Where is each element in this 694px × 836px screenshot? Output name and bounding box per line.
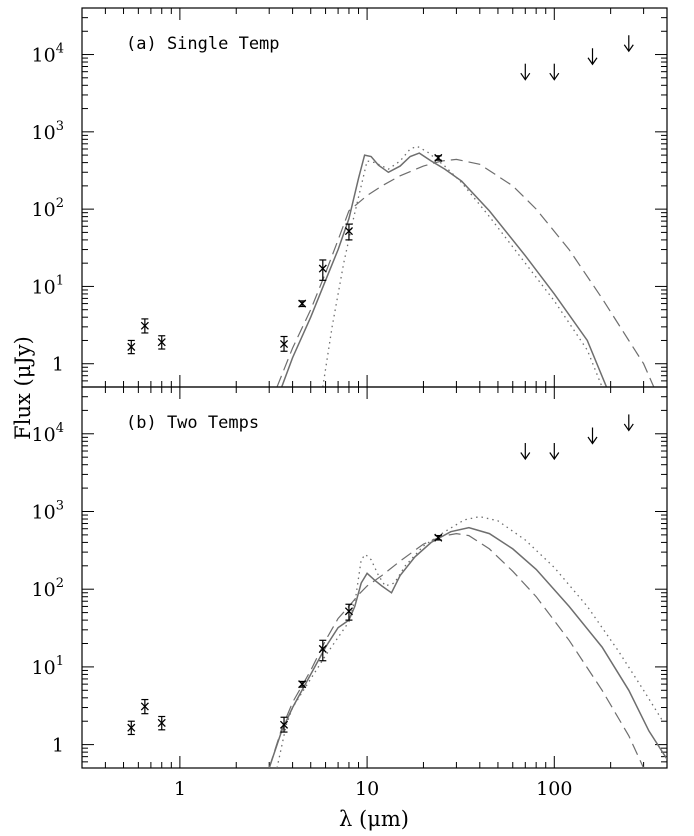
y-tick-label: 103 — [32, 498, 64, 523]
y-tick-label: 102 — [32, 576, 64, 601]
x-axis-label: λ (μm) — [339, 807, 409, 831]
data-point — [127, 339, 136, 355]
y-tick-label: 102 — [32, 196, 64, 221]
upper-limit-arrow — [549, 443, 560, 461]
y-tick-label: 1 — [52, 354, 64, 376]
point-marker — [298, 680, 307, 689]
y-tick-label: 104 — [32, 42, 64, 67]
point-marker — [434, 533, 443, 542]
data-point — [279, 716, 289, 733]
data-point — [344, 223, 354, 241]
data-point — [157, 715, 166, 731]
model-curve-solid — [280, 152, 608, 387]
point-marker — [127, 723, 136, 732]
y-tick-label: 1 — [52, 735, 64, 757]
data-point — [279, 335, 289, 352]
data-point — [127, 720, 136, 736]
plot-frame — [81, 386, 668, 769]
y-tick-label: 101 — [32, 654, 64, 679]
point-marker — [140, 702, 149, 711]
arrow-head — [587, 57, 598, 66]
model-curve-dotted — [322, 145, 603, 387]
upper-limit-arrow — [587, 427, 598, 445]
data-point — [298, 680, 307, 689]
x-tick-label: 100 — [536, 778, 572, 800]
arrow-head — [549, 452, 560, 461]
arrow-head — [587, 436, 598, 445]
model-curve-solid — [268, 526, 667, 768]
point-marker — [344, 607, 354, 616]
upper-limit-arrow — [520, 63, 531, 81]
data-point — [434, 153, 443, 162]
arrow-head — [623, 44, 634, 53]
upper-limit-arrow — [623, 35, 634, 53]
upper-limit-arrow — [549, 63, 560, 81]
y-tick-label: 103 — [32, 119, 64, 144]
data-point — [140, 698, 149, 715]
y-axis-label: Flux (μJy) — [11, 336, 35, 440]
model-curve-dashed — [276, 158, 655, 387]
data-point — [344, 603, 354, 621]
point-marker — [434, 153, 443, 162]
point-marker — [298, 299, 307, 308]
point-marker — [127, 342, 136, 351]
arrow-head — [549, 72, 560, 81]
point-marker — [318, 644, 327, 654]
arrow-head — [520, 72, 531, 81]
data-point — [318, 639, 327, 662]
panel-a: 1 101 102 103 104 (a) Single Temp — [32, 7, 668, 388]
data-point — [140, 318, 149, 334]
point-marker — [318, 264, 327, 273]
point-marker — [344, 227, 354, 236]
arrow-head — [520, 452, 531, 461]
point-marker — [279, 339, 289, 349]
data-point — [434, 533, 443, 542]
data-point — [157, 335, 166, 350]
upper-limit-arrow — [623, 414, 634, 432]
arrow-head — [623, 423, 634, 432]
upper-limit-arrow — [520, 443, 531, 461]
x-tick-label: 10 — [355, 778, 379, 800]
y-tick-label: 101 — [32, 273, 64, 298]
y-tick-label: 104 — [32, 421, 64, 446]
point-marker — [157, 338, 166, 347]
x-tick-label: 1 — [174, 778, 186, 800]
upper-limit-arrow — [587, 48, 598, 66]
panel-label: (a) Single Temp — [126, 34, 280, 54]
panel-b: 1 101 102 103 104 1 10 100 (b) Two Temps — [32, 386, 668, 800]
data-point — [298, 299, 307, 308]
model-curve-dotted — [276, 515, 664, 768]
data-point — [318, 259, 327, 281]
point-marker — [157, 718, 166, 728]
panel-label: (b) Two Temps — [126, 413, 259, 433]
point-marker — [140, 321, 149, 330]
point-marker — [279, 720, 289, 729]
